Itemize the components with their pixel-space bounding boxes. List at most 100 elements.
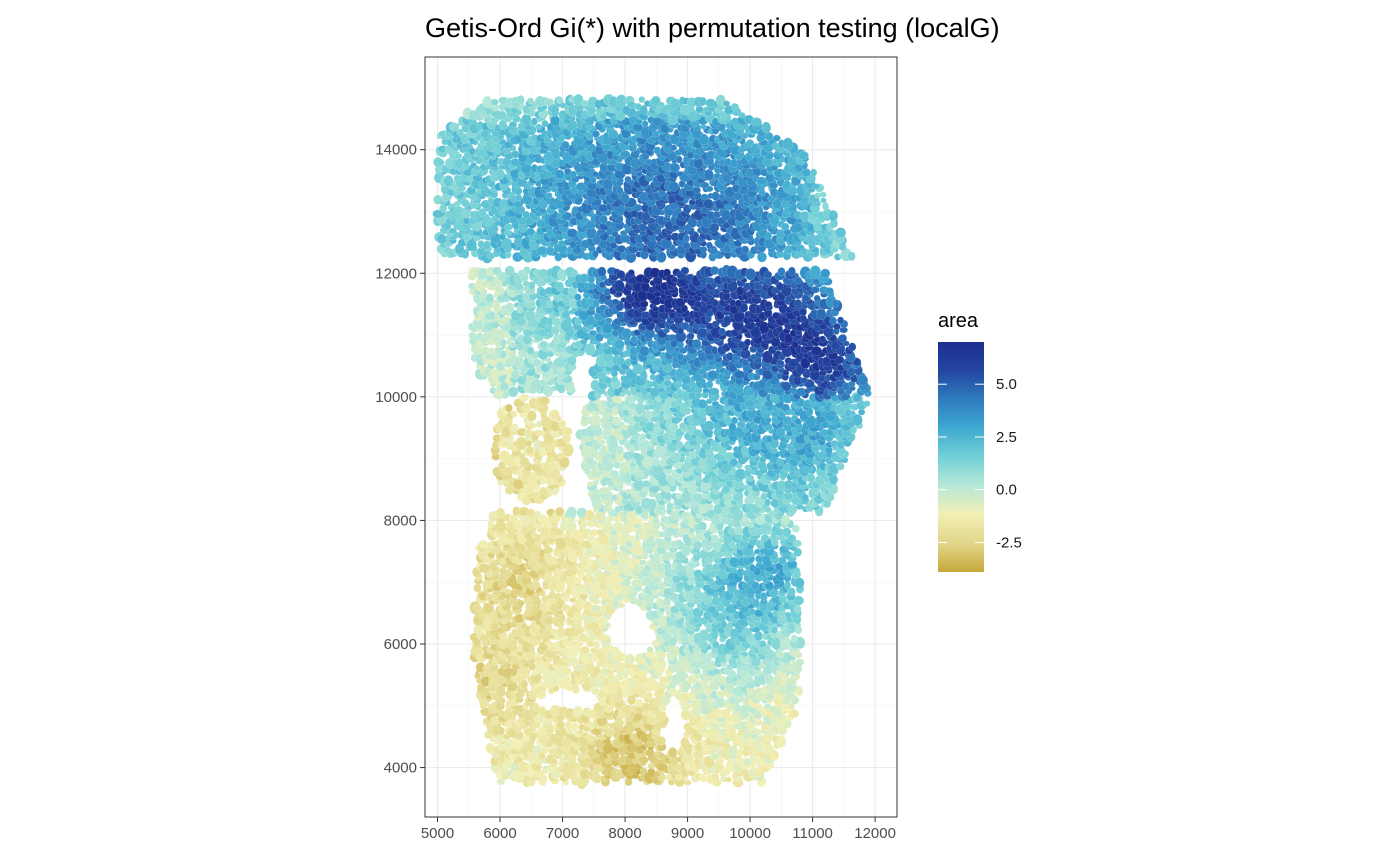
tissue-cell [663,268,672,278]
tissue-cell [522,266,531,276]
tissue-cell [629,535,637,543]
tissue-cell [504,588,512,595]
tissue-cell [523,429,534,438]
tissue-cell [718,327,726,336]
tissue-cell [531,703,541,712]
tissue-cell [587,282,597,290]
tissue-cell [526,446,534,455]
tissue-cell [711,772,720,782]
tissue-cell [675,440,684,449]
tissue-cell [705,380,714,389]
tissue-cell [809,265,821,280]
tissue-cell [520,623,528,630]
tissue-cell [831,299,840,308]
tissue-cell [740,245,750,254]
tissue-cell [597,266,607,277]
tissue-cell [771,734,779,743]
tissue-cell [691,338,702,349]
tissue-cell [664,491,672,501]
tissue-cell [699,246,708,253]
tissue-cell [801,493,809,502]
tissue-cell [793,299,803,309]
tissue-cell [574,293,582,302]
tissue-cell [680,321,690,331]
tissue-cell [580,520,588,529]
tissue-cell [589,329,597,337]
tissue-cell [506,727,518,738]
tissue-cell [526,346,535,355]
tissue-cell [554,506,565,517]
tissue-cell [776,457,784,467]
tissue-cell [468,331,477,339]
tissue-cell [558,756,566,764]
tissue-cell [652,305,659,312]
tissue-cell [793,651,803,659]
tissue-cell [526,508,536,517]
tissue-cell [717,529,725,536]
tissue-cell [633,452,641,461]
tissue-cell [670,276,679,284]
tissue-cell [571,683,580,695]
tissue-cell [580,645,590,655]
tissue-cell [764,498,772,507]
tissue-cell [645,420,655,432]
tissue-cell [489,716,500,726]
tissue-cell [517,600,525,607]
tissue-cell [584,509,595,521]
tissue-cell [584,343,596,356]
tissue-cell [510,423,519,432]
tissue-cell [794,276,803,285]
tissue-cell [630,335,638,344]
tissue-cell [534,429,544,437]
tissue-cell [646,646,654,653]
tissue-cell [436,233,447,245]
tissue-cell [570,722,580,731]
tissue-cell [752,598,760,608]
tissue-cell [550,758,558,765]
tissue-cell [768,705,779,714]
tissue-cell [604,728,615,738]
tissue-cell [566,228,578,238]
tissue-cell [657,752,665,760]
tissue-cell [836,462,845,471]
tissue-cell [635,402,646,415]
tissue-cell [705,241,713,249]
tissue-cell [730,416,739,425]
tissue-cell [794,685,804,696]
tissue-cell [495,507,506,519]
tissue-cell [766,435,773,443]
tissue-cell [727,670,737,679]
tissue-cell [610,469,620,479]
tissue-cell [624,653,636,666]
tissue-cell [645,691,654,700]
tissue-cell [693,569,703,578]
tissue-cell [614,339,625,350]
tissue-cell [482,240,491,250]
tissue-cell [743,338,752,347]
tissue-cell [585,734,595,743]
tissue-cell [639,345,650,357]
tissue-cell [610,646,620,655]
tissue-cell [611,416,621,426]
tissue-cell [763,301,773,308]
tissue-cell [725,723,734,730]
tissue-cell [682,234,690,243]
tissue-cell [570,269,579,277]
tissue-cell [532,358,542,367]
tissue-cell [599,304,608,311]
tissue-cell [499,450,511,463]
tissue-cell [682,241,691,250]
tissue-cell [498,461,507,470]
tissue-cell [604,376,613,385]
tissue-cell [770,749,780,762]
tissue-cell [723,415,732,426]
tissue-cell [563,675,571,683]
tissue-cell [788,692,797,702]
tissue-cell [788,266,796,277]
tissue-cell [546,598,555,606]
tissue-cell [627,269,635,277]
tissue-cell [716,697,726,709]
tissue-cell [763,270,773,279]
